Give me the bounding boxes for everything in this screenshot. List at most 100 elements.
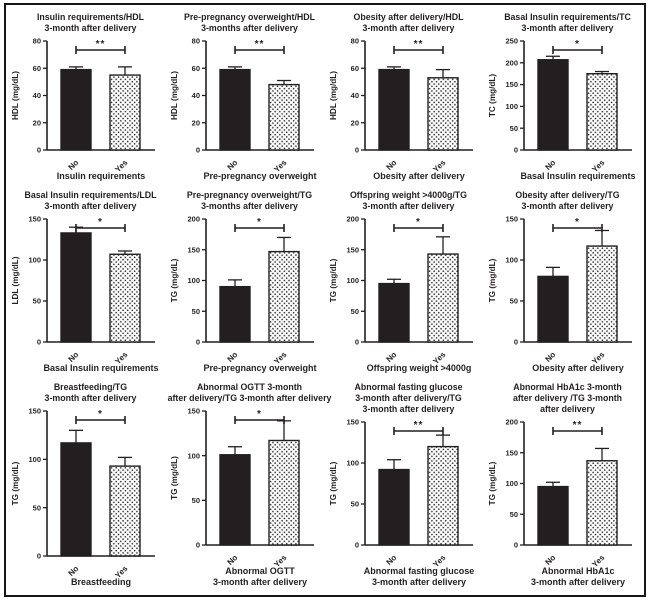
svg-text:0: 0 bbox=[355, 338, 359, 347]
bar-yes bbox=[586, 245, 618, 343]
svg-text:150: 150 bbox=[28, 407, 41, 416]
svg-text:100: 100 bbox=[505, 102, 518, 111]
y-axis-label: HDL (mg/dL) bbox=[170, 71, 179, 120]
chart-title-line: 3-month after delivery bbox=[363, 201, 455, 211]
x-axis-title-line: Obesity after delivery bbox=[532, 363, 624, 373]
x-tick-label-no: No bbox=[544, 158, 558, 172]
svg-text:150: 150 bbox=[346, 245, 359, 254]
chart-6-plot: Pre-pregnancy overweight/TG3-months afte… bbox=[170, 190, 317, 373]
chart-title-line: 3-month after delivery bbox=[45, 23, 137, 33]
y-axis-label: TG (mg/dL) bbox=[488, 461, 497, 505]
svg-text:150: 150 bbox=[346, 418, 359, 427]
svg-text:50: 50 bbox=[510, 124, 518, 133]
x-tick-label-no: No bbox=[544, 350, 558, 364]
x-tick-label-no: No bbox=[385, 553, 399, 567]
x-tick-label-no: No bbox=[226, 553, 240, 567]
svg-text:0: 0 bbox=[37, 146, 41, 155]
svg-text:200: 200 bbox=[346, 215, 359, 224]
y-axis-label: TG (mg/dL) bbox=[11, 461, 20, 505]
svg-text:200: 200 bbox=[187, 215, 200, 224]
svg-text:200: 200 bbox=[505, 58, 518, 67]
svg-text:20: 20 bbox=[351, 118, 359, 127]
svg-text:20: 20 bbox=[33, 118, 41, 127]
svg-text:50: 50 bbox=[351, 307, 359, 316]
svg-text:0: 0 bbox=[37, 338, 41, 347]
bar-no bbox=[537, 59, 569, 151]
svg-text:150: 150 bbox=[187, 407, 200, 416]
svg-text:0: 0 bbox=[514, 146, 518, 155]
svg-text:50: 50 bbox=[192, 496, 200, 505]
svg-text:0: 0 bbox=[355, 541, 359, 550]
x-axis-title-line: Offspring weight >4000g bbox=[367, 363, 472, 373]
chart-title-line: after delivery /TG 3-month bbox=[513, 393, 622, 403]
svg-text:200: 200 bbox=[505, 418, 518, 427]
x-tick-label-no: No bbox=[226, 350, 240, 364]
bar-yes bbox=[268, 250, 300, 343]
bar-yes bbox=[586, 460, 618, 546]
bar-yes bbox=[427, 445, 459, 546]
bar-yes bbox=[586, 72, 618, 151]
chart-title-line: 3-month after delivery bbox=[363, 404, 455, 414]
y-axis-label: TG (mg/dL) bbox=[170, 258, 179, 302]
svg-text:40: 40 bbox=[351, 91, 359, 100]
bar-yes bbox=[268, 83, 300, 151]
svg-text:80: 80 bbox=[33, 37, 41, 46]
chart-title-line: 3-month after delivery bbox=[522, 201, 614, 211]
significance-stars: ** bbox=[255, 39, 265, 50]
svg-text:50: 50 bbox=[33, 297, 41, 306]
svg-text:250: 250 bbox=[505, 37, 518, 46]
bar-no bbox=[378, 282, 410, 343]
chart-title-line: 3-month after delivery/TG bbox=[355, 393, 462, 403]
svg-text:100: 100 bbox=[187, 276, 200, 285]
x-tick-label-no: No bbox=[226, 158, 240, 172]
x-axis-title-line: Pre-pregnancy overweight bbox=[203, 171, 316, 181]
svg-text:40: 40 bbox=[33, 91, 41, 100]
x-axis-title-line: 3-month after delivery bbox=[531, 577, 625, 587]
bar-yes bbox=[109, 253, 141, 343]
chart-title-line: Insulin requirements/HDL bbox=[37, 12, 145, 22]
chart-title-line: Breastfeeding/TG bbox=[54, 382, 127, 392]
significance-stars: * bbox=[98, 409, 103, 420]
bar-no bbox=[537, 485, 569, 546]
svg-text:100: 100 bbox=[346, 459, 359, 468]
svg-text:50: 50 bbox=[510, 297, 518, 306]
chart-title-line: Abnormal fasting glucose bbox=[354, 382, 462, 392]
x-axis-title-line: Breastfeeding bbox=[71, 577, 131, 587]
bar-no bbox=[219, 454, 251, 546]
y-axis-label: HDL (mg/dL) bbox=[329, 71, 338, 120]
x-tick-label-no: No bbox=[385, 158, 399, 172]
chart-title-line: 3-month after delivery bbox=[363, 23, 455, 33]
svg-text:0: 0 bbox=[37, 552, 41, 561]
bar-no bbox=[60, 232, 92, 343]
chart-2-cell: Pre-pregnancy overweight/HDL 3-months aft… bbox=[166, 7, 325, 185]
bar-no bbox=[60, 68, 92, 151]
chart-title-line: Pre-pregnancy overweight/HDL bbox=[184, 12, 316, 22]
chart-12-cell: Abnormal HbA1c 3-month after delivery /TG… bbox=[484, 377, 643, 591]
chart-title-line: 3-month after delivery bbox=[45, 393, 137, 403]
svg-text:60: 60 bbox=[33, 64, 41, 73]
chart-title-line: Abnormal OGTT 3-month bbox=[197, 382, 302, 392]
bar-no bbox=[378, 468, 410, 546]
y-axis-label: LDL (mg/dL) bbox=[11, 256, 20, 304]
chart-title-line: Pre-pregnancy overweight/TG bbox=[187, 190, 312, 200]
bar-no bbox=[60, 442, 92, 557]
svg-text:80: 80 bbox=[192, 37, 200, 46]
y-axis-label: HDL (mg/dL) bbox=[11, 71, 20, 120]
x-axis-title-line: Basal Insulin requirements bbox=[520, 171, 635, 181]
chart-3-cell: Obesity after delivery/HDL 3-month after … bbox=[325, 7, 484, 185]
y-axis-label: TC (mg/dL) bbox=[488, 74, 497, 117]
bar-yes bbox=[268, 439, 300, 546]
svg-text:0: 0 bbox=[355, 146, 359, 155]
significance-stars: ** bbox=[414, 420, 424, 431]
chart-10-cell: Abnormal OGTT 3-month after delivery/TG 3… bbox=[166, 377, 332, 591]
svg-text:0: 0 bbox=[196, 338, 200, 347]
chart-9-cell: Breastfeeding/TG 3-month after delivery 0 5… bbox=[7, 377, 166, 591]
y-axis-label: TG (mg/dL) bbox=[488, 258, 497, 302]
svg-text:50: 50 bbox=[192, 307, 200, 316]
chart-title-line: after delivery/TG 3-month after delivery bbox=[168, 393, 332, 403]
bar-yes bbox=[109, 465, 141, 557]
chart-title-line: 3-months after delivery bbox=[201, 201, 298, 211]
x-tick-label-no: No bbox=[67, 158, 81, 172]
significance-stars: ** bbox=[573, 420, 583, 431]
